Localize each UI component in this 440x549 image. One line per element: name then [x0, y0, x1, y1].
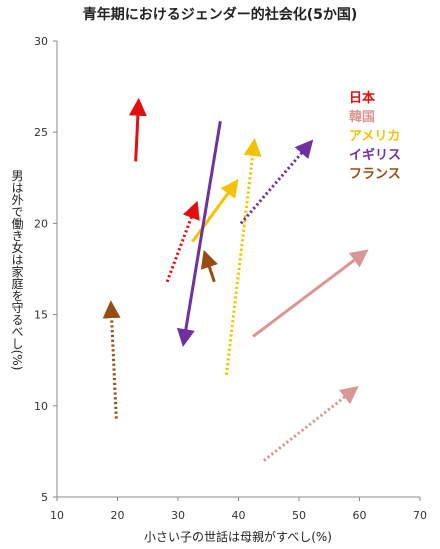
legend-entry: フランス	[349, 167, 401, 182]
arrow-dotted	[102, 300, 121, 419]
arrow-dotted	[165, 200, 200, 283]
arrow-solid	[176, 121, 222, 348]
x-tick-label: 60	[353, 509, 367, 522]
chart-axes	[53, 40, 421, 501]
x-tick-label: 70	[413, 509, 427, 522]
x-tick-label: 50	[292, 509, 306, 522]
legend-entry: イギリス	[349, 147, 401, 163]
y-tick-label: 5	[41, 491, 48, 504]
x-tick-label: 20	[111, 509, 125, 522]
y-axis-label: 男は外で働き女は家庭を守るべし(%)	[10, 170, 24, 371]
x-tick-label: 40	[232, 509, 246, 522]
legend-entry: アメリカ	[349, 129, 400, 144]
y-tick-label: 25	[34, 126, 48, 139]
legend-entry: 日本	[349, 90, 375, 106]
arrow-solid	[191, 178, 239, 243]
arrow-dotted	[262, 385, 359, 462]
x-tick-label: 30	[171, 509, 185, 522]
arrows-layer	[102, 97, 369, 462]
x-tick-label: 10	[50, 509, 64, 522]
x-axis-label: 小さい子の世話は母親がすべし(%)	[144, 529, 332, 544]
chart-title: 青年期におけるジェンダー的社会化(5か国)	[83, 6, 358, 23]
y-tick-label: 20	[34, 217, 48, 230]
y-tick-label: 15	[34, 309, 48, 322]
y-tick-label: 30	[34, 35, 48, 48]
arrow-solid	[128, 97, 147, 162]
x-tick-labels: 10 20 30 40 50 60 70	[50, 509, 427, 522]
arrow-dotted	[224, 137, 262, 375]
arrow-solid	[252, 249, 369, 338]
arrow-solid	[200, 249, 218, 283]
y-tick-label: 10	[34, 400, 48, 413]
legend-entry: 韓国	[349, 109, 375, 125]
y-tick-labels: 5 10 15 20 25 30	[34, 35, 48, 504]
arrow-dotted	[239, 139, 314, 225]
